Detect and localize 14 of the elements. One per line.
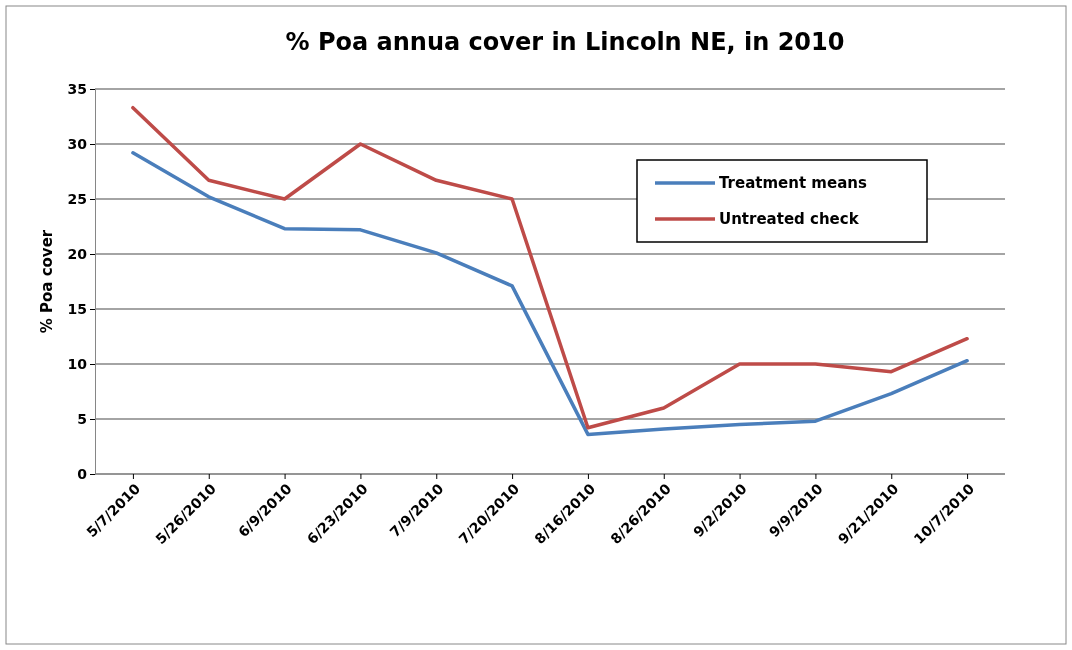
- y-tick-label: 30: [67, 135, 88, 152]
- y-axis-title: % Poa cover: [38, 229, 56, 334]
- y-tick-label: 15: [67, 300, 87, 317]
- legend-label: Treatment means: [719, 174, 867, 192]
- line-series: [131, 151, 969, 437]
- y-tick-label: 20: [67, 245, 88, 262]
- y-tick-label: 0: [77, 465, 88, 482]
- y-tick-label: 10: [67, 355, 88, 372]
- y-tick-label: 5: [77, 410, 87, 427]
- y-tick-label: 35: [67, 80, 87, 97]
- y-tick-label: 25: [67, 190, 87, 207]
- line-series: [131, 105, 969, 430]
- legend-label: Untreated check: [719, 210, 860, 228]
- chart-title: % Poa annua cover in Lincoln NE, in 2010: [285, 28, 845, 56]
